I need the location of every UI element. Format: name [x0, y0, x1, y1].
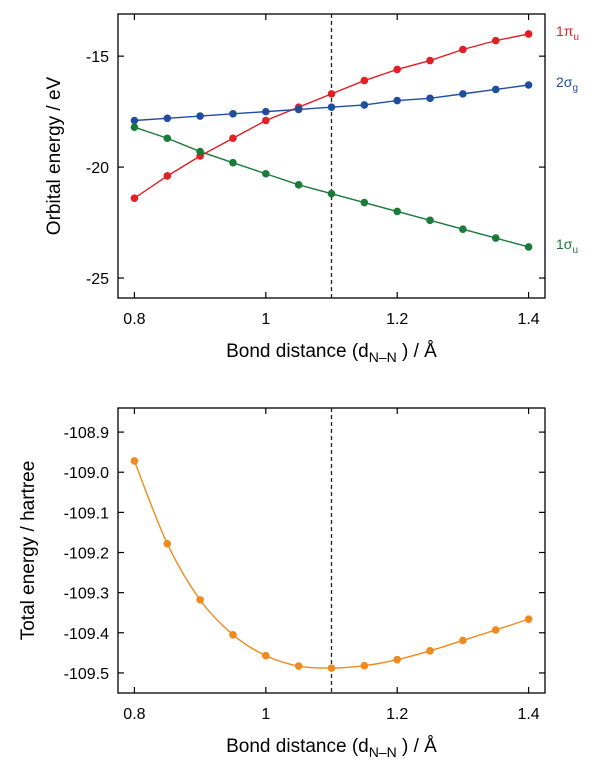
data-point: [130, 116, 139, 125]
data-point: [262, 116, 270, 125]
data-point: [327, 189, 336, 198]
data-point: [130, 457, 139, 465]
y-tick-label: -108.9: [64, 425, 109, 442]
chart-panel-2: 0.8 1 1.2 1.4 -108.9 -109.0 -109.1 -109.2 -109.3…: [18, 407, 546, 760]
y-tick-label: -109.5: [64, 666, 109, 683]
y-tick-label: -20: [86, 160, 109, 177]
data-point: [524, 30, 533, 38]
data-point: [163, 539, 172, 548]
data-point: [491, 85, 500, 94]
data-point: [163, 134, 172, 143]
x-tick-label: 1.4: [517, 706, 539, 723]
x-tick-label: 1: [261, 706, 270, 723]
data-point: [327, 103, 336, 111]
x-tick-label: 0.8: [123, 311, 145, 328]
data-point: [491, 626, 500, 634]
data-point: [130, 194, 139, 202]
data-point: [294, 105, 303, 114]
data-point: [426, 647, 434, 655]
series-3: 1σu: [130, 123, 578, 256]
data-point: [524, 81, 533, 89]
x-axis-label: Bond distance (dN–N ) / Å: [226, 341, 437, 365]
series-label: 1πu: [556, 23, 579, 43]
data-point: [262, 107, 270, 116]
x-tick-label: 1.2: [386, 706, 408, 723]
y-tick-label: -109.2: [64, 546, 109, 563]
data-point: [327, 664, 336, 672]
series-label: 2σg: [556, 74, 578, 94]
data-point: [524, 615, 533, 623]
data-point: [196, 112, 204, 120]
data-point: [426, 56, 434, 65]
data-point: [262, 651, 270, 660]
data-point: [229, 134, 237, 143]
data-point: [524, 243, 533, 251]
series-label: 1σu: [556, 236, 578, 256]
y-tick-label: -15: [86, 49, 109, 66]
data-point: [360, 661, 369, 670]
data-point: [196, 596, 204, 604]
data-point: [360, 76, 369, 85]
data-point: [294, 181, 303, 189]
y-tick-label: -109.1: [64, 505, 109, 522]
series-1: 1πu: [130, 23, 579, 202]
series-2: 2σg: [130, 74, 578, 125]
data-point: [229, 630, 237, 639]
x-axis-label: Bond distance (dN–N ) / Å: [226, 736, 437, 760]
series-1: [130, 457, 533, 672]
data-point: [393, 65, 401, 74]
y-axis-label: Orbital energy / eV: [44, 76, 65, 235]
x-tick-label: 1: [261, 311, 270, 328]
data-point: [196, 147, 204, 156]
data-point: [163, 172, 172, 180]
chart-panel-1: 0.8 1 1.2 1.4 -15 -20 -25 1πu 2σg 1σu Orbital ener…: [44, 13, 579, 365]
y-tick-label: -109.3: [64, 586, 109, 603]
x-tick-label: 1.2: [386, 311, 408, 328]
data-point: [393, 96, 401, 105]
data-point: [459, 90, 467, 98]
data-point: [360, 198, 369, 207]
y-tick-label: -109.4: [64, 626, 109, 643]
data-point: [393, 655, 401, 664]
y-tick-label: -109.0: [64, 465, 109, 482]
data-point: [262, 169, 270, 178]
series-line: [134, 126, 529, 248]
data-point: [163, 114, 172, 123]
data-point: [459, 225, 467, 234]
data-point: [491, 36, 500, 45]
data-point: [327, 90, 336, 98]
data-point: [229, 158, 237, 167]
data-point: [426, 216, 434, 225]
y-tick-label: -25: [86, 271, 109, 288]
data-point: [426, 94, 434, 103]
y-axis-label: Total energy / hartree: [18, 461, 39, 641]
data-point: [459, 45, 467, 54]
data-point: [229, 110, 237, 118]
x-tick-label: 1.4: [517, 311, 539, 328]
data-point: [491, 234, 500, 242]
data-point: [360, 101, 369, 109]
data-point: [393, 207, 401, 216]
data-point: [459, 636, 467, 645]
data-point: [130, 123, 139, 131]
data-point: [294, 662, 303, 670]
x-tick-label: 0.8: [123, 706, 145, 723]
